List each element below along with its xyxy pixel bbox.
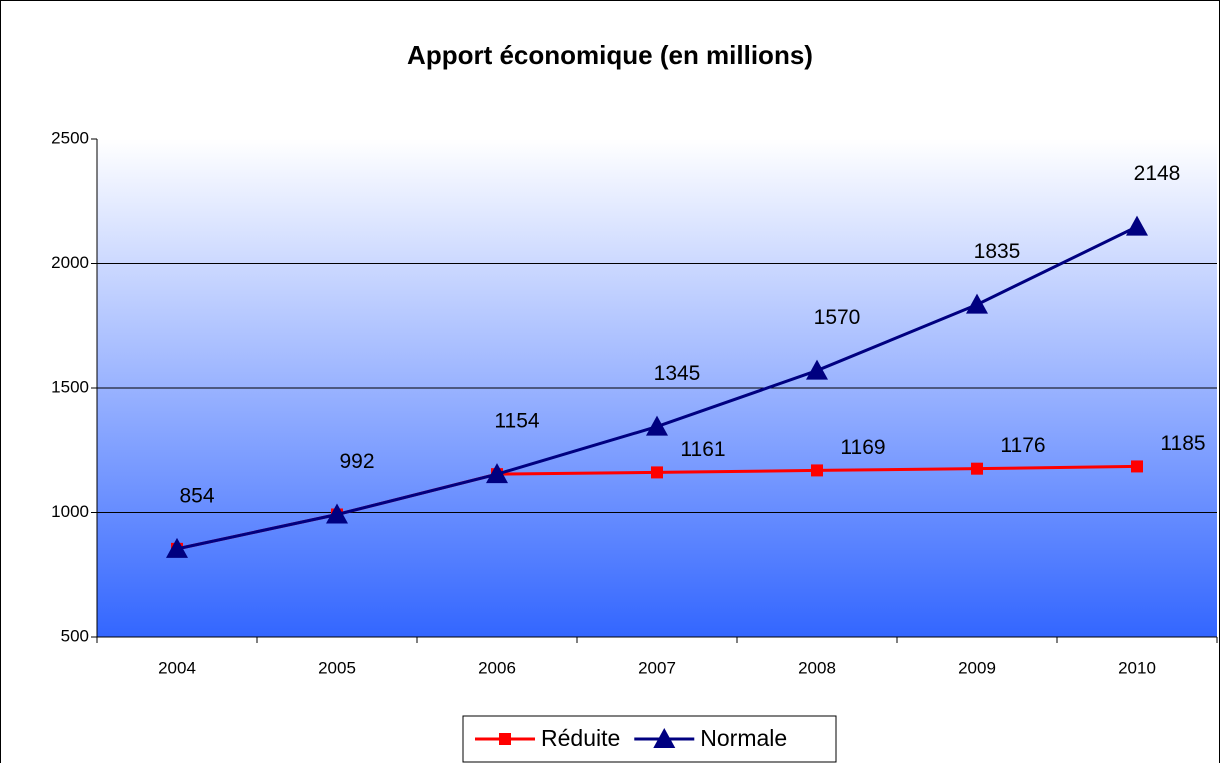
y-tick-label: 2000 bbox=[51, 253, 89, 272]
y-tick-label: 2500 bbox=[51, 128, 89, 147]
data-label: 1345 bbox=[654, 362, 701, 385]
x-tick-label: 2008 bbox=[798, 658, 836, 677]
x-tick-label: 2006 bbox=[478, 658, 516, 677]
marker bbox=[1126, 215, 1148, 236]
marker bbox=[806, 359, 828, 380]
data-label: 1185 bbox=[1160, 432, 1205, 455]
data-label: 1161 bbox=[680, 438, 725, 461]
marker bbox=[966, 293, 988, 314]
marker bbox=[811, 464, 823, 477]
legend-symbol bbox=[499, 733, 511, 745]
x-tick-label: 2005 bbox=[318, 658, 356, 677]
data-label: 1176 bbox=[1000, 434, 1045, 457]
legend-symbol bbox=[653, 728, 676, 748]
data-label: 1154 bbox=[494, 410, 539, 433]
marker bbox=[326, 503, 348, 524]
data-label: 1570 bbox=[814, 306, 861, 329]
y-tick-label: 1000 bbox=[51, 502, 89, 521]
x-tick-label: 2010 bbox=[1118, 658, 1156, 677]
data-label: 992 bbox=[339, 450, 374, 473]
data-label: 1169 bbox=[840, 436, 885, 459]
x-tick-label: 2009 bbox=[958, 658, 996, 677]
x-tick-label: 2007 bbox=[638, 658, 676, 677]
data-label: 2148 bbox=[1134, 162, 1181, 185]
marker bbox=[1131, 460, 1143, 473]
x-tick-label: 2004 bbox=[158, 658, 196, 677]
y-tick-label: 1500 bbox=[51, 377, 89, 396]
marker bbox=[486, 463, 508, 484]
chart-title: Apport économique (en millions) bbox=[407, 40, 813, 70]
marker bbox=[971, 462, 983, 475]
y-tick-label: 500 bbox=[61, 626, 89, 645]
data-label: 854 bbox=[179, 484, 214, 507]
marker bbox=[166, 537, 188, 558]
marker bbox=[646, 415, 668, 436]
legend-label: Réduite bbox=[541, 725, 620, 751]
data-label: 1835 bbox=[974, 240, 1021, 263]
legend-label: Normale bbox=[700, 725, 787, 751]
marker bbox=[651, 466, 663, 479]
